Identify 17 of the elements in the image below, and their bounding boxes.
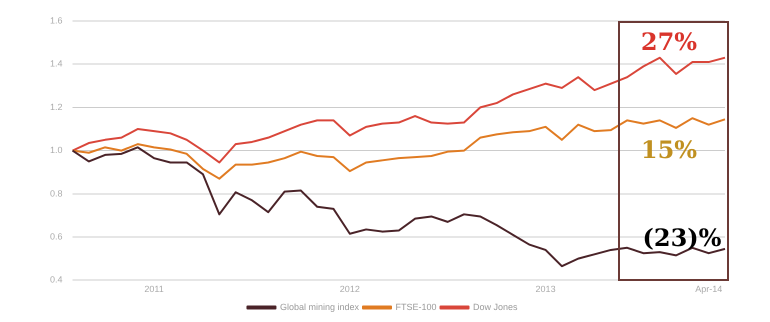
y-tick-label: 0.4 xyxy=(50,274,63,285)
x-tick-label: 2012 xyxy=(340,284,360,294)
annotation: (23)% xyxy=(642,223,722,252)
x-tick-label: 2013 xyxy=(536,284,556,294)
y-tick-label: 0.6 xyxy=(50,231,63,242)
y-tick-label: 1.4 xyxy=(50,58,63,69)
y-tick-label: 1.6 xyxy=(50,15,63,26)
legend-label: Dow Jones xyxy=(473,302,518,312)
y-tick-label: 1.2 xyxy=(50,102,63,112)
annotation: 15% xyxy=(640,135,698,164)
legend-label: Global mining index xyxy=(280,302,360,312)
annotation: 27% xyxy=(640,27,698,56)
legend-label: FTSE-100 xyxy=(396,302,437,312)
x-tick-label: Apr-14 xyxy=(695,284,722,294)
y-tick-label: 1.0 xyxy=(50,145,63,156)
x-tick-label: 2011 xyxy=(144,284,164,294)
y-tick-label: 0.8 xyxy=(50,188,63,198)
